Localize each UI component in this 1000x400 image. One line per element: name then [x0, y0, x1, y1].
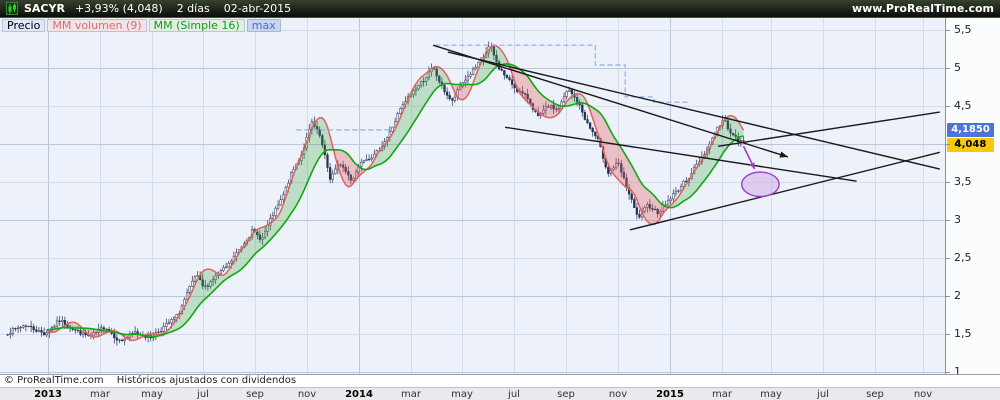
- indicator-legend: Precio MM volumen (9) MM (Simple 16) max: [2, 19, 281, 32]
- x-axis-label: sep: [246, 389, 264, 400]
- y-axis-tickmark: [946, 68, 950, 69]
- x-axis-label: jul: [197, 389, 209, 400]
- y-axis-tickmark: [946, 220, 950, 221]
- x-axis-label: sep: [866, 389, 884, 400]
- x-axis-label: jul: [508, 389, 520, 400]
- x-axis-label: mar: [712, 389, 732, 400]
- website-watermark: www.ProRealTime.com: [851, 2, 994, 15]
- y-axis-tick: 1: [954, 365, 961, 378]
- legend-item-max[interactable]: max: [246, 19, 281, 32]
- x-axis-label: 2015: [656, 389, 684, 400]
- legend-item-mm-simple[interactable]: MM (Simple 16): [148, 19, 245, 32]
- y-axis-tickmark: [946, 296, 950, 297]
- y-axis-tickmark: [946, 30, 950, 31]
- chart-background: [0, 18, 945, 374]
- y-axis-tick: 3: [954, 213, 961, 226]
- gridlines: [0, 18, 945, 374]
- bar-timeframe: 2 días: [176, 2, 210, 15]
- y-axis-tick: 3,5: [954, 175, 972, 188]
- last-price-marker: 4,048: [947, 137, 994, 152]
- candlestick-icon: [6, 2, 18, 15]
- dividends-note: Históricos ajustados con dividendos: [116, 375, 297, 386]
- ma-cloud: [46, 45, 744, 341]
- x-axis-label: sep: [557, 389, 575, 400]
- x-axis-label: jul: [817, 389, 829, 400]
- x-axis-label: 2013: [34, 389, 62, 400]
- x-axis-label: mar: [401, 389, 421, 400]
- ma-simple-16-line: [46, 63, 744, 338]
- arrowhead: [749, 162, 755, 170]
- y-axis-tick: 5,5: [954, 23, 972, 36]
- price-chart[interactable]: Precio MM volumen (9) MM (Simple 16) max: [0, 18, 945, 374]
- y-axis-tick: 4,5: [954, 99, 972, 112]
- x-axis-label: 2014: [345, 389, 373, 400]
- copyright-bar: © ProRealTime.com Históricos ajustados c…: [0, 374, 1000, 387]
- trendline[interactable]: [432, 44, 789, 158]
- y-axis-tick: 5: [954, 61, 961, 74]
- y-axis-tickmark: [946, 106, 950, 107]
- y-axis-tick: 4: [954, 137, 961, 150]
- y-axis-tickmark: [946, 372, 950, 373]
- x-axis-label: nov: [297, 389, 317, 400]
- price-change: +3,93% (4,048): [74, 2, 163, 15]
- price-axis[interactable]: 4,1850 4,048 5,5 5 4,5 4 3,5 3 2,5 2 1,5 1: [945, 18, 1000, 378]
- x-axis-label: may: [451, 389, 473, 400]
- ma-volume-9-line: [46, 44, 745, 342]
- y-axis-tick: 1,5: [954, 327, 972, 340]
- x-axis-label: nov: [913, 389, 933, 400]
- legend-item-precio[interactable]: Precio: [2, 19, 46, 32]
- analyst-ellipse-annotation[interactable]: [741, 171, 780, 198]
- y-axis-tick: 2: [954, 289, 961, 302]
- y-axis-tickmark: [946, 182, 950, 183]
- copyright-text: © ProRealTime.com: [4, 375, 104, 386]
- trendline[interactable]: [504, 126, 857, 182]
- y-axis-tick: 2,5: [954, 251, 972, 264]
- trendline[interactable]: [717, 111, 940, 147]
- arrowhead: [779, 151, 788, 158]
- y-axis-tickmark: [946, 258, 950, 259]
- quote-date: 02-abr-2015: [223, 2, 292, 15]
- title-bar: SACYR +3,93% (4,048) 2 días 02-abr-2015 …: [0, 0, 1000, 18]
- y-axis-tickmark: [946, 144, 950, 145]
- x-axis-label: mar: [90, 389, 110, 400]
- legend-item-mm-volumen[interactable]: MM volumen (9): [47, 19, 147, 32]
- chart-canvas[interactable]: [0, 18, 945, 374]
- trendline[interactable]: [447, 51, 940, 170]
- max-price-marker: 4,1850: [947, 122, 994, 137]
- trendline[interactable]: [629, 151, 940, 231]
- time-axis[interactable]: 2013 mar may jul sep nov 2014 mar may jul sep nov 20…: [0, 387, 1000, 400]
- y-axis-tickmark: [946, 334, 950, 335]
- x-axis-label: may: [760, 389, 782, 400]
- x-axis-label: nov: [608, 389, 628, 400]
- symbol-name: SACYR: [24, 2, 65, 15]
- x-axis-label: may: [141, 389, 163, 400]
